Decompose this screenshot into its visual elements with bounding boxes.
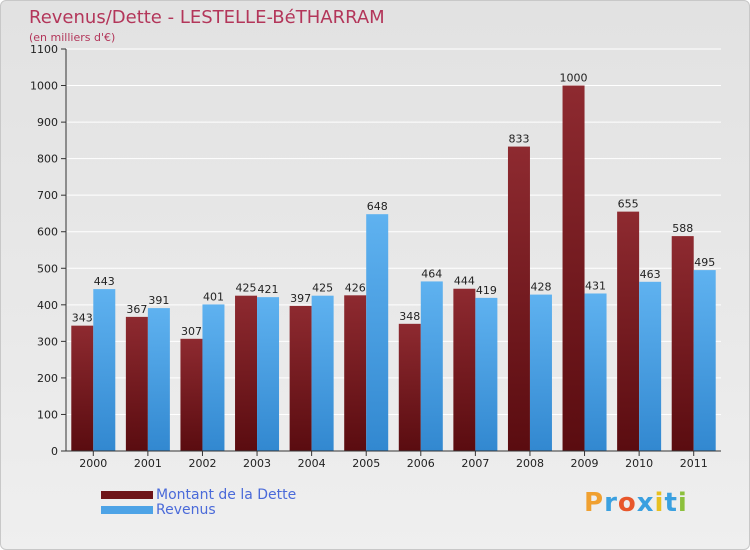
bar-dette-2001 (125, 316, 148, 451)
bar-revenus-2004 (311, 295, 334, 451)
logo-letter: t (664, 488, 678, 518)
value-label-revenus-2001: 391 (148, 294, 169, 307)
logo-letter: x (636, 488, 655, 518)
value-label-revenus-2002: 401 (203, 290, 224, 303)
value-label-revenus-2011: 495 (694, 256, 715, 269)
bar-revenus-2003 (257, 297, 280, 451)
value-label-revenus-2005: 648 (367, 200, 388, 213)
x-tick-label-2005: 2005 (352, 457, 380, 470)
logo-letter: i (677, 488, 688, 518)
y-tick-label: 400 (37, 299, 58, 312)
bar-dette-2008 (507, 146, 530, 452)
y-tick-label: 1000 (30, 80, 58, 93)
y-axis-ticks: 0 100 200 300 400 500 600 700 800 900 1000 1100 (30, 43, 66, 458)
chart-title: Revenus/Dette - LESTELLE-BéTHARRAM (29, 7, 385, 28)
chart-subtitle: (en milliers d'€) (29, 31, 116, 44)
value-label-dette-2002: 307 (181, 325, 202, 338)
legend: Montant de la Dette Revenus (101, 486, 297, 518)
value-label-revenus-2003: 421 (258, 283, 279, 296)
bar-dette-2003 (235, 295, 258, 451)
legend-swatch-dette (101, 490, 153, 499)
bar-revenus-2011 (693, 270, 716, 451)
bar-revenus-2001 (147, 308, 170, 451)
bar-revenus-2010 (639, 281, 662, 451)
logo-letter: P (584, 488, 605, 518)
bar-chart: 0 100 200 300 400 500 600 700 800 900 1000 1100 343… (30, 43, 721, 470)
y-tick-label: 300 (37, 335, 58, 348)
bar-dette-2005 (344, 295, 367, 451)
bar-revenus-2008 (529, 294, 552, 451)
logo-letter: i (654, 488, 665, 518)
bar-dette-2011 (671, 236, 694, 451)
bar-dette-2007 (453, 288, 476, 451)
value-label-revenus-2008: 428 (530, 281, 551, 294)
x-tick-label-2001: 2001 (134, 457, 162, 470)
bar-revenus-2000 (93, 289, 116, 451)
logo-letter: o (617, 488, 637, 518)
x-tick-label-2011: 2011 (680, 457, 708, 470)
value-label-revenus-2006: 464 (421, 267, 442, 280)
bar-dette-2010 (617, 211, 640, 451)
bars (71, 85, 716, 452)
legend-swatch-revenus (101, 505, 153, 514)
value-label-dette-2010: 655 (618, 198, 639, 211)
x-axis-ticks: 2000 2001 2002 2003 2004 2005 2006 2007 2008 2009… (79, 451, 708, 470)
logo-letter: r (604, 488, 618, 518)
x-tick-label-2007: 2007 (461, 457, 489, 470)
value-label-dette-2009: 1000 (560, 72, 588, 85)
bar-dette-2009 (562, 85, 585, 451)
x-tick-label-2002: 2002 (188, 457, 216, 470)
x-tick-label-2003: 2003 (243, 457, 271, 470)
value-label-revenus-2007: 419 (476, 284, 497, 297)
proxiti-logo: Proxiti (584, 488, 688, 518)
value-label-revenus-2010: 463 (640, 268, 661, 281)
y-tick-label: 800 (37, 153, 58, 166)
y-tick-label: 1100 (30, 43, 58, 56)
y-tick-label: 900 (37, 116, 58, 129)
y-tick-label: 100 (37, 408, 58, 421)
value-label-revenus-2000: 443 (94, 275, 115, 288)
gridlines (66, 48, 721, 452)
bar-revenus-2005 (366, 214, 389, 451)
y-tick-label: 600 (37, 226, 58, 239)
bar-dette-2000 (71, 325, 94, 451)
bar-dette-2004 (289, 305, 312, 451)
bar-revenus-2006 (420, 281, 443, 451)
legend-label-revenus: Revenus (156, 501, 216, 518)
y-tick-label: 500 (37, 262, 58, 275)
x-tick-label-2006: 2006 (407, 457, 435, 470)
x-tick-label-2008: 2008 (516, 457, 544, 470)
legend-item-revenus: Revenus (101, 501, 296, 518)
bar-dette-2002 (180, 338, 203, 451)
legend-label-dette: Montant de la Dette (156, 486, 297, 503)
value-label-dette-2005: 426 (345, 281, 366, 294)
x-tick-label-2000: 2000 (79, 457, 107, 470)
value-label-dette-2004: 397 (290, 292, 311, 305)
value-label-revenus-2004: 425 (312, 282, 333, 295)
value-label-dette-2003: 425 (236, 282, 257, 295)
bar-dette-2006 (398, 323, 421, 451)
bar-revenus-2007 (475, 297, 498, 451)
bar-revenus-2009 (584, 293, 607, 451)
y-tick-label: 200 (37, 372, 58, 385)
value-label-dette-2008: 833 (508, 133, 529, 146)
x-tick-label-2009: 2009 (571, 457, 599, 470)
y-tick-label: 700 (37, 189, 58, 202)
value-label-dette-2000: 343 (72, 312, 93, 325)
x-tick-label-2010: 2010 (625, 457, 653, 470)
value-label-dette-2007: 444 (454, 275, 475, 288)
value-label-dette-2001: 367 (126, 303, 147, 316)
value-label-revenus-2009: 431 (585, 279, 606, 292)
y-tick-label: 0 (51, 445, 58, 458)
bar-revenus-2002 (202, 304, 225, 451)
value-label-dette-2006: 348 (399, 310, 420, 323)
value-label-dette-2011: 588 (672, 222, 693, 235)
legend-item-dette: Montant de la Dette (101, 486, 297, 503)
x-tick-label-2004: 2004 (298, 457, 326, 470)
